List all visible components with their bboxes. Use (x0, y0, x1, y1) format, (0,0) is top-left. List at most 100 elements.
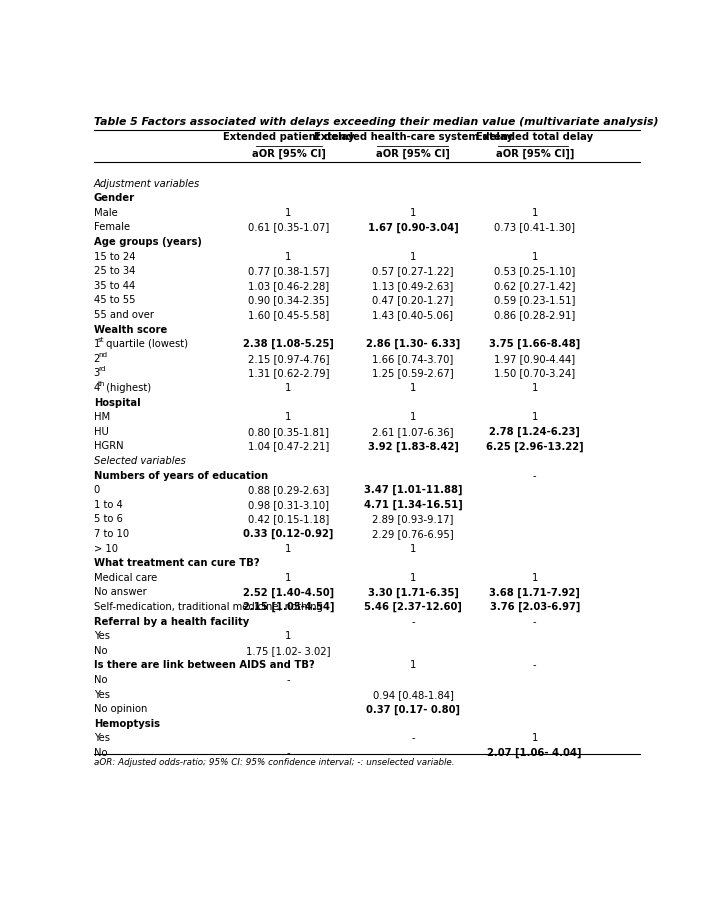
Text: (highest): (highest) (103, 382, 151, 392)
Text: 0.94 [0.48-1.84]: 0.94 [0.48-1.84] (373, 689, 453, 699)
Text: -: - (411, 732, 415, 742)
Text: 3.76 [2.03-6.97]: 3.76 [2.03-6.97] (490, 602, 580, 612)
Text: -: - (286, 675, 291, 685)
Text: 1: 1 (286, 382, 291, 392)
Text: 7 to 10: 7 to 10 (94, 529, 129, 538)
Text: Numbers of years of education: Numbers of years of education (94, 470, 268, 480)
Text: 0.57 [0.27-1.22]: 0.57 [0.27-1.22] (372, 266, 453, 276)
Text: 5 to 6: 5 to 6 (94, 514, 123, 524)
Text: 1.13 [0.49-2.63]: 1.13 [0.49-2.63] (372, 281, 453, 290)
Text: aOR [95% CI]]: aOR [95% CI]] (496, 149, 574, 159)
Text: 4.71 [1.34-16.51]: 4.71 [1.34-16.51] (363, 500, 463, 510)
Text: No: No (94, 747, 107, 757)
Text: 3.47 [1.01-11.88]: 3.47 [1.01-11.88] (363, 484, 462, 495)
Text: 25 to 34: 25 to 34 (94, 266, 135, 276)
Text: 2.15 [0.97-4.76]: 2.15 [0.97-4.76] (248, 354, 329, 364)
Text: 6.25 [2.96-13.22]: 6.25 [2.96-13.22] (486, 441, 583, 451)
Text: -: - (533, 659, 536, 669)
Text: No: No (94, 675, 107, 685)
Text: 1.75 [1.02- 3.02]: 1.75 [1.02- 3.02] (246, 645, 331, 655)
Text: 1: 1 (286, 411, 291, 422)
Text: 1.25 [0.59-2.67]: 1.25 [0.59-2.67] (372, 368, 454, 378)
Text: 2.07 [1.06- 4.04]: 2.07 [1.06- 4.04] (488, 747, 582, 758)
Text: No answer: No answer (94, 587, 146, 597)
Text: 0.90 [0.34-2.35]: 0.90 [0.34-2.35] (248, 295, 329, 305)
Text: 0.88 [0.29-2.63]: 0.88 [0.29-2.63] (248, 484, 329, 494)
Text: 2.38 [1.08-5.25]: 2.38 [1.08-5.25] (243, 339, 334, 349)
Text: 1: 1 (410, 252, 416, 262)
Text: 3.30 [1.71-6.35]: 3.30 [1.71-6.35] (368, 587, 458, 597)
Text: 0: 0 (94, 484, 100, 494)
Text: aOR [95% CI]: aOR [95% CI] (376, 149, 450, 159)
Text: 3.68 [1.71-7.92]: 3.68 [1.71-7.92] (489, 587, 580, 597)
Text: aOR [95% CI]: aOR [95% CI] (251, 149, 326, 159)
Text: Medical care: Medical care (94, 572, 157, 582)
Text: 2.61 [1.07-6.36]: 2.61 [1.07-6.36] (372, 427, 453, 437)
Text: 2.89 [0.93-9.17]: 2.89 [0.93-9.17] (372, 514, 453, 524)
Text: Referral by a health facility: Referral by a health facility (94, 616, 249, 626)
Text: 0.80 [0.35-1.81]: 0.80 [0.35-1.81] (248, 427, 329, 437)
Text: HM: HM (94, 411, 110, 422)
Text: 0.53 [0.25-1.10]: 0.53 [0.25-1.10] (494, 266, 575, 276)
Text: quartile (lowest): quartile (lowest) (103, 339, 188, 349)
Text: rd: rd (98, 366, 106, 372)
Text: 1: 1 (286, 207, 291, 217)
Text: 1.03 [0.46-2.28]: 1.03 [0.46-2.28] (248, 281, 329, 290)
Text: 1: 1 (531, 732, 538, 742)
Text: 15 to 24: 15 to 24 (94, 252, 135, 262)
Text: 1.60 [0.45-5.58]: 1.60 [0.45-5.58] (248, 309, 329, 319)
Text: -: - (286, 747, 291, 757)
Text: 1.31 [0.62-2.79]: 1.31 [0.62-2.79] (248, 368, 329, 378)
Text: 2.86 [1.30- 6.33]: 2.86 [1.30- 6.33] (366, 339, 460, 349)
Text: 1: 1 (410, 382, 416, 392)
Text: -: - (411, 616, 415, 626)
Text: What treatment can cure TB?: What treatment can cure TB? (94, 557, 259, 567)
Text: 5.46 [2.37-12.60]: 5.46 [2.37-12.60] (364, 602, 462, 612)
Text: aOR: Adjusted odds-ratio; 95% CI: 95% confidence interval; -: unselected variabl: aOR: Adjusted odds-ratio; 95% CI: 95% co… (94, 758, 454, 767)
Text: Extended patient delay: Extended patient delay (223, 132, 354, 142)
Text: 4: 4 (94, 382, 100, 392)
Text: > 10: > 10 (94, 543, 118, 553)
Text: 55 and over: 55 and over (94, 309, 154, 319)
Text: 1.66 [0.74-3.70]: 1.66 [0.74-3.70] (372, 354, 453, 364)
Text: 1: 1 (531, 382, 538, 392)
Text: 2.52 [1.40-4.50]: 2.52 [1.40-4.50] (243, 587, 334, 597)
Text: 0.37 [0.17- 0.80]: 0.37 [0.17- 0.80] (366, 704, 460, 713)
Text: Male: Male (94, 207, 117, 217)
Text: 0.42 [0.15-1.18]: 0.42 [0.15-1.18] (248, 514, 329, 524)
Text: 1: 1 (531, 572, 538, 582)
Text: 1: 1 (410, 411, 416, 422)
Text: 0.98 [0.31-3.10]: 0.98 [0.31-3.10] (248, 500, 329, 510)
Text: 0.86 [0.28-2.91]: 0.86 [0.28-2.91] (494, 309, 575, 319)
Text: Self-medication, traditional medicine, nothing: Self-medication, traditional medicine, n… (94, 602, 323, 612)
Text: 1.43 [0.40-5.06]: 1.43 [0.40-5.06] (373, 309, 453, 319)
Text: st: st (98, 336, 105, 343)
Text: 3: 3 (94, 368, 100, 378)
Text: 1: 1 (531, 207, 538, 217)
Text: Extended health-care system delay: Extended health-care system delay (313, 132, 513, 142)
Text: Age groups (years): Age groups (years) (94, 236, 201, 247)
Text: Table 5 Factors associated with delays exceeding their median value (multivariat: Table 5 Factors associated with delays e… (94, 116, 658, 126)
Text: 1: 1 (286, 252, 291, 262)
Text: 3.92 [1.83-8.42]: 3.92 [1.83-8.42] (368, 441, 458, 451)
Text: HU: HU (94, 427, 109, 437)
Text: 1.67 [0.90-3.04]: 1.67 [0.90-3.04] (368, 222, 458, 233)
Text: Yes: Yes (94, 630, 110, 640)
Text: 0.59 [0.23-1.51]: 0.59 [0.23-1.51] (494, 295, 575, 305)
Text: 1.97 [0.90-4.44]: 1.97 [0.90-4.44] (494, 354, 575, 364)
Text: 2.29 [0.76-6.95]: 2.29 [0.76-6.95] (372, 529, 454, 538)
Text: 0.77 [0.38-1.57]: 0.77 [0.38-1.57] (248, 266, 329, 276)
Text: Female: Female (94, 222, 130, 232)
Text: Yes: Yes (94, 689, 110, 699)
Text: Hospital: Hospital (94, 397, 141, 407)
Text: Yes: Yes (94, 732, 110, 742)
Text: Gender: Gender (94, 193, 135, 203)
Text: 2: 2 (94, 354, 100, 364)
Text: 0.47 [0.20-1.27]: 0.47 [0.20-1.27] (372, 295, 453, 305)
Text: 0.73 [0.41-1.30]: 0.73 [0.41-1.30] (494, 222, 575, 232)
Text: -: - (533, 470, 536, 480)
Text: HGRN: HGRN (94, 441, 124, 451)
Text: 1: 1 (531, 252, 538, 262)
Text: 0.33 [0.12-0.92]: 0.33 [0.12-0.92] (243, 529, 333, 538)
Text: Is there are link between AIDS and TB?: Is there are link between AIDS and TB? (94, 659, 314, 669)
